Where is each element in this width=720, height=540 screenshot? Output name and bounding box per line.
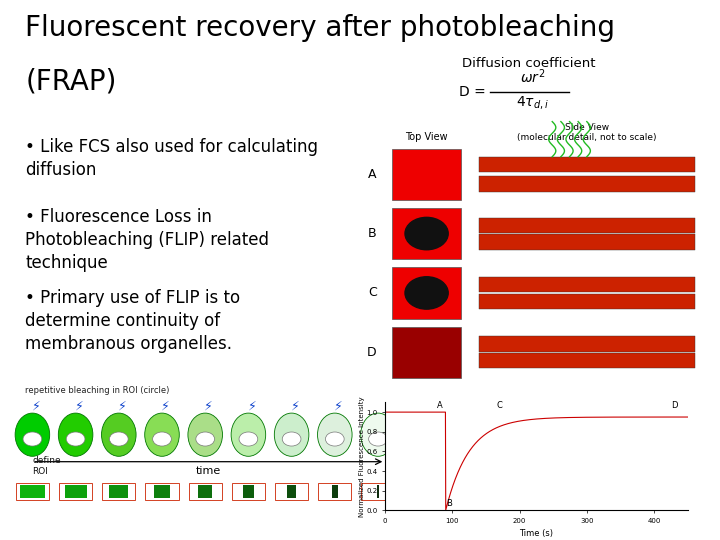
FancyBboxPatch shape <box>102 483 135 500</box>
Ellipse shape <box>58 413 93 456</box>
Circle shape <box>239 432 258 446</box>
Text: ⚡: ⚡ <box>32 400 40 413</box>
Circle shape <box>109 432 128 446</box>
Text: • Fluorescence Loss in
Photobleaching (FLIP) related
technique: • Fluorescence Loss in Photobleaching (F… <box>25 208 269 272</box>
Text: ⚡: ⚡ <box>334 400 343 413</box>
Text: Side View
(molecular detail, not to scale): Side View (molecular detail, not to scal… <box>517 123 657 142</box>
Text: (FRAP): (FRAP) <box>25 68 117 96</box>
FancyBboxPatch shape <box>153 485 171 498</box>
FancyBboxPatch shape <box>392 208 461 259</box>
Text: $\omega r^2$: $\omega r^2$ <box>520 68 546 86</box>
Text: • Primary use of FLIP is to
determine continuity of
membranous organelles.: • Primary use of FLIP is to determine co… <box>25 289 240 353</box>
Text: C: C <box>497 401 503 410</box>
FancyBboxPatch shape <box>243 485 254 498</box>
Y-axis label: Normalized Fluorescence Intensity: Normalized Fluorescence Intensity <box>359 396 365 517</box>
Text: ⚡: ⚡ <box>161 400 170 413</box>
FancyBboxPatch shape <box>479 218 695 233</box>
FancyBboxPatch shape <box>479 157 695 172</box>
Text: Fluorescent recovery after photobleaching: Fluorescent recovery after photobleachin… <box>25 14 615 42</box>
Ellipse shape <box>102 413 136 456</box>
Text: Top View: Top View <box>405 132 448 142</box>
Text: B: B <box>368 227 377 240</box>
FancyBboxPatch shape <box>16 483 49 500</box>
Text: D: D <box>367 346 377 359</box>
Circle shape <box>196 432 215 446</box>
Circle shape <box>325 432 344 446</box>
Text: ⚡: ⚡ <box>75 400 84 413</box>
Ellipse shape <box>145 413 179 456</box>
FancyBboxPatch shape <box>479 176 695 192</box>
Circle shape <box>23 432 42 446</box>
FancyBboxPatch shape <box>65 485 86 498</box>
Circle shape <box>405 217 448 249</box>
Text: define
ROI: define ROI <box>32 456 61 476</box>
Text: Diffusion coefficient: Diffusion coefficient <box>462 57 596 70</box>
Circle shape <box>405 276 448 309</box>
FancyBboxPatch shape <box>287 485 296 498</box>
FancyBboxPatch shape <box>392 327 461 378</box>
FancyBboxPatch shape <box>479 353 695 368</box>
Text: A: A <box>368 167 377 181</box>
FancyBboxPatch shape <box>479 234 695 249</box>
Ellipse shape <box>274 413 309 456</box>
Circle shape <box>66 432 85 446</box>
Circle shape <box>282 432 301 446</box>
Text: C: C <box>368 286 377 300</box>
FancyBboxPatch shape <box>332 485 338 498</box>
Text: ⚡: ⚡ <box>291 400 300 413</box>
Ellipse shape <box>361 413 395 456</box>
Text: B: B <box>446 500 452 508</box>
X-axis label: Time (s): Time (s) <box>519 530 554 538</box>
FancyBboxPatch shape <box>479 336 695 352</box>
FancyBboxPatch shape <box>361 483 395 500</box>
FancyBboxPatch shape <box>392 148 461 200</box>
Text: A: A <box>438 401 444 410</box>
Ellipse shape <box>231 413 266 456</box>
Text: • Like FCS also used for calculating
diffusion: • Like FCS also used for calculating dif… <box>25 138 318 179</box>
FancyBboxPatch shape <box>189 483 222 500</box>
FancyBboxPatch shape <box>275 483 308 500</box>
FancyBboxPatch shape <box>20 485 45 498</box>
Text: D =: D = <box>459 85 486 99</box>
Text: repetitive bleaching in ROI (circle): repetitive bleaching in ROI (circle) <box>25 386 169 395</box>
Text: time: time <box>196 466 222 476</box>
Circle shape <box>153 432 171 446</box>
FancyBboxPatch shape <box>198 485 212 498</box>
Text: ⚡: ⚡ <box>248 400 256 413</box>
Text: D: D <box>671 401 678 410</box>
FancyBboxPatch shape <box>232 483 265 500</box>
Ellipse shape <box>188 413 222 456</box>
FancyBboxPatch shape <box>59 483 92 500</box>
FancyBboxPatch shape <box>392 267 461 319</box>
Text: ⚡: ⚡ <box>204 400 213 413</box>
Text: ⚡: ⚡ <box>118 400 127 413</box>
Circle shape <box>369 432 387 446</box>
Ellipse shape <box>15 413 50 456</box>
FancyBboxPatch shape <box>479 294 695 309</box>
Ellipse shape <box>318 413 352 456</box>
FancyBboxPatch shape <box>109 485 128 498</box>
Text: $4\tau_{d,i}$: $4\tau_{d,i}$ <box>516 94 549 111</box>
FancyBboxPatch shape <box>377 485 379 498</box>
FancyBboxPatch shape <box>318 483 351 500</box>
FancyBboxPatch shape <box>479 277 695 292</box>
FancyBboxPatch shape <box>145 483 179 500</box>
